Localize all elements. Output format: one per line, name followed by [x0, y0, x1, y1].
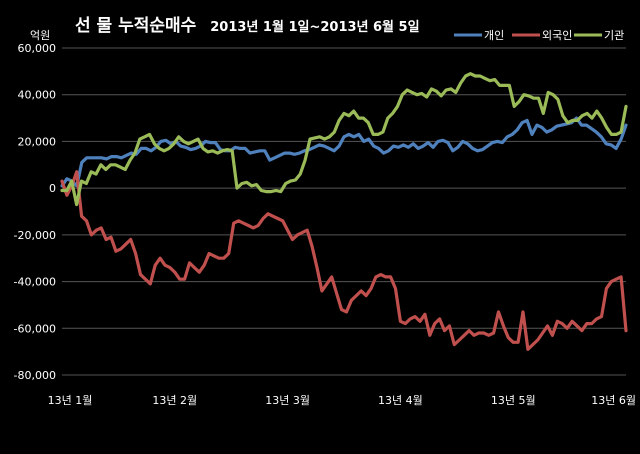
- y-tick-label: 0: [49, 182, 56, 195]
- y-tick-label: -80,000: [14, 369, 56, 382]
- legend: 개인 외국인 기관: [454, 29, 624, 42]
- y-tick-label: -20,000: [14, 229, 56, 242]
- gridlines: [62, 47, 626, 376]
- y-tick-label: 20,000: [18, 135, 57, 148]
- chart-title: 선 물 누적순매수 2013년 1월 1일~2013년 6월 5일: [75, 16, 420, 36]
- series-line: [60, 72, 628, 207]
- legend-label: 개인: [484, 29, 504, 42]
- y-tick-label: 40,000: [18, 89, 57, 102]
- y-tick-label: -60,000: [14, 322, 56, 335]
- chart-subtitle: 2013년 1월 1일~2013년 6월 5일: [210, 19, 419, 35]
- x-axis-ticks: 13년 1월 13년 2월 13년 3월 13년 4월 13년 5월 13년 6월: [48, 394, 636, 407]
- x-tick-label: 13년 2월: [152, 394, 197, 407]
- x-tick-label: 13년 5월: [491, 394, 536, 407]
- x-tick-label: 13년 6월: [591, 394, 636, 407]
- x-tick-label: 13년 4월: [378, 394, 423, 407]
- y-axis-ticks: 60,000 40,000 20,000 0 -20,000 -40,000 -60,000…: [14, 42, 56, 382]
- y-tick-label: 60,000: [18, 42, 57, 55]
- legend-label: 기관: [604, 29, 624, 42]
- y-tick-label: -40,000: [14, 276, 56, 289]
- x-tick-label: 13년 3월: [265, 394, 310, 407]
- x-tick-label: 13년 1월: [48, 394, 93, 407]
- series-line: [60, 170, 628, 351]
- chart-title-main: 선 물 누적순매수: [75, 16, 197, 36]
- y-axis-unit-label: 억원: [30, 29, 50, 42]
- series-lines: [60, 72, 628, 351]
- legend-label: 외국인: [542, 29, 572, 42]
